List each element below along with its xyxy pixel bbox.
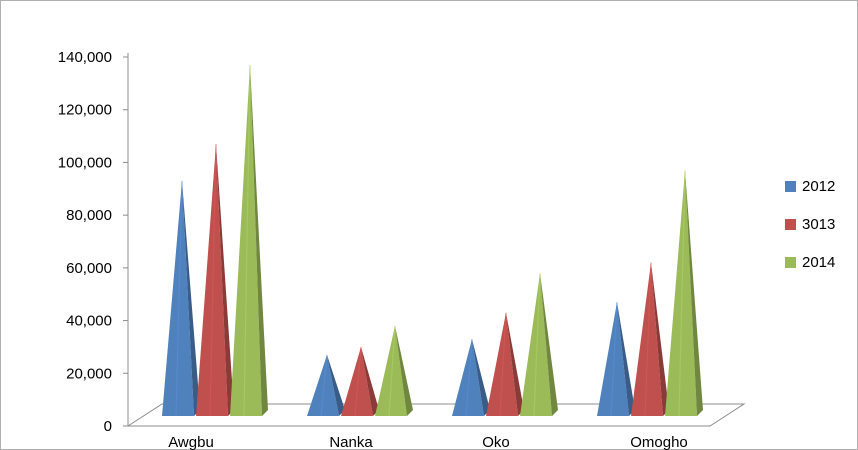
y-tick-label: 60,000 (66, 260, 112, 277)
pyramid-bar (631, 262, 663, 416)
pyramid-bar (452, 339, 484, 416)
legend: 2012 3013 2014 (785, 178, 835, 271)
y-tick-label: 80,000 (66, 207, 112, 224)
pyramid-bar-edge (465, 338, 473, 417)
pyramid-bar-side (617, 302, 635, 416)
pyramid-bar-side (472, 339, 490, 416)
pyramid-bar (307, 354, 339, 416)
pyramid-bar-side (361, 346, 379, 416)
pyramid-bar (486, 312, 518, 416)
legend-swatch (785, 181, 796, 192)
legend-swatch (785, 257, 796, 268)
pyramid-bar-side (327, 354, 345, 416)
pyramid-bar (341, 346, 373, 416)
pyramid-bar-edge (175, 180, 183, 417)
pyramid-bar-side (182, 180, 200, 416)
pyramid-bar-edge (320, 354, 328, 417)
pyramid-bar (597, 302, 629, 416)
pyramid-bar-edge (209, 143, 217, 417)
axes (126, 53, 746, 427)
pyramid-bar (196, 143, 228, 416)
x-axis-labels: Awgbu Nanka Oko Omogho (168, 434, 688, 450)
pyramid-bar-side (685, 170, 703, 416)
pyramid-bar (162, 180, 194, 416)
legend-swatch (785, 219, 796, 230)
y-tick-label: 20,000 (66, 365, 112, 382)
pyramid-bar (230, 64, 262, 417)
chart-floor (126, 403, 746, 427)
pyramid-bar-side (540, 273, 558, 416)
pyramid-bar-edge (354, 346, 362, 417)
x-category-label: Oko (482, 434, 510, 450)
legend-label: 2014 (802, 254, 835, 271)
pyramid-bar-edge (644, 262, 652, 417)
pyramid-bar-edge (243, 64, 251, 417)
pyramid-bar-edge (610, 302, 618, 417)
y-tick-label: 40,000 (66, 313, 112, 330)
y-tick-label: 140,000 (58, 49, 112, 66)
pyramid-bar (375, 325, 407, 416)
y-tick-label: 0 (104, 418, 112, 435)
pyramid-bar-side (216, 143, 234, 416)
x-category-label: Omogho (630, 434, 688, 450)
pyramid-bar (520, 273, 552, 416)
y-tick-label: 100,000 (58, 154, 112, 171)
pyramid-bar (665, 170, 697, 416)
pyramid-bar-edge (678, 170, 686, 417)
y-axis-ticks: 0 20,000 40,000 60,000 80,000 100,000 120,000 1… (58, 49, 128, 435)
x-category-label: Nanka (329, 434, 373, 450)
pyramid-bar-side (651, 262, 669, 416)
y-tick-label: 120,000 (58, 102, 112, 119)
pyramid-bar-edge (533, 273, 541, 417)
pyramid-bar-edge (388, 325, 396, 417)
plot-area (162, 64, 703, 417)
x-category-label: Awgbu (168, 434, 214, 450)
pyramid-bar-side (395, 325, 413, 416)
pyramid-bar-side (250, 64, 268, 417)
pyramid-bar-edge (499, 312, 507, 417)
legend-label: 3013 (802, 216, 835, 233)
pyramid-bar-side (506, 312, 524, 416)
legend-label: 2012 (802, 178, 835, 195)
